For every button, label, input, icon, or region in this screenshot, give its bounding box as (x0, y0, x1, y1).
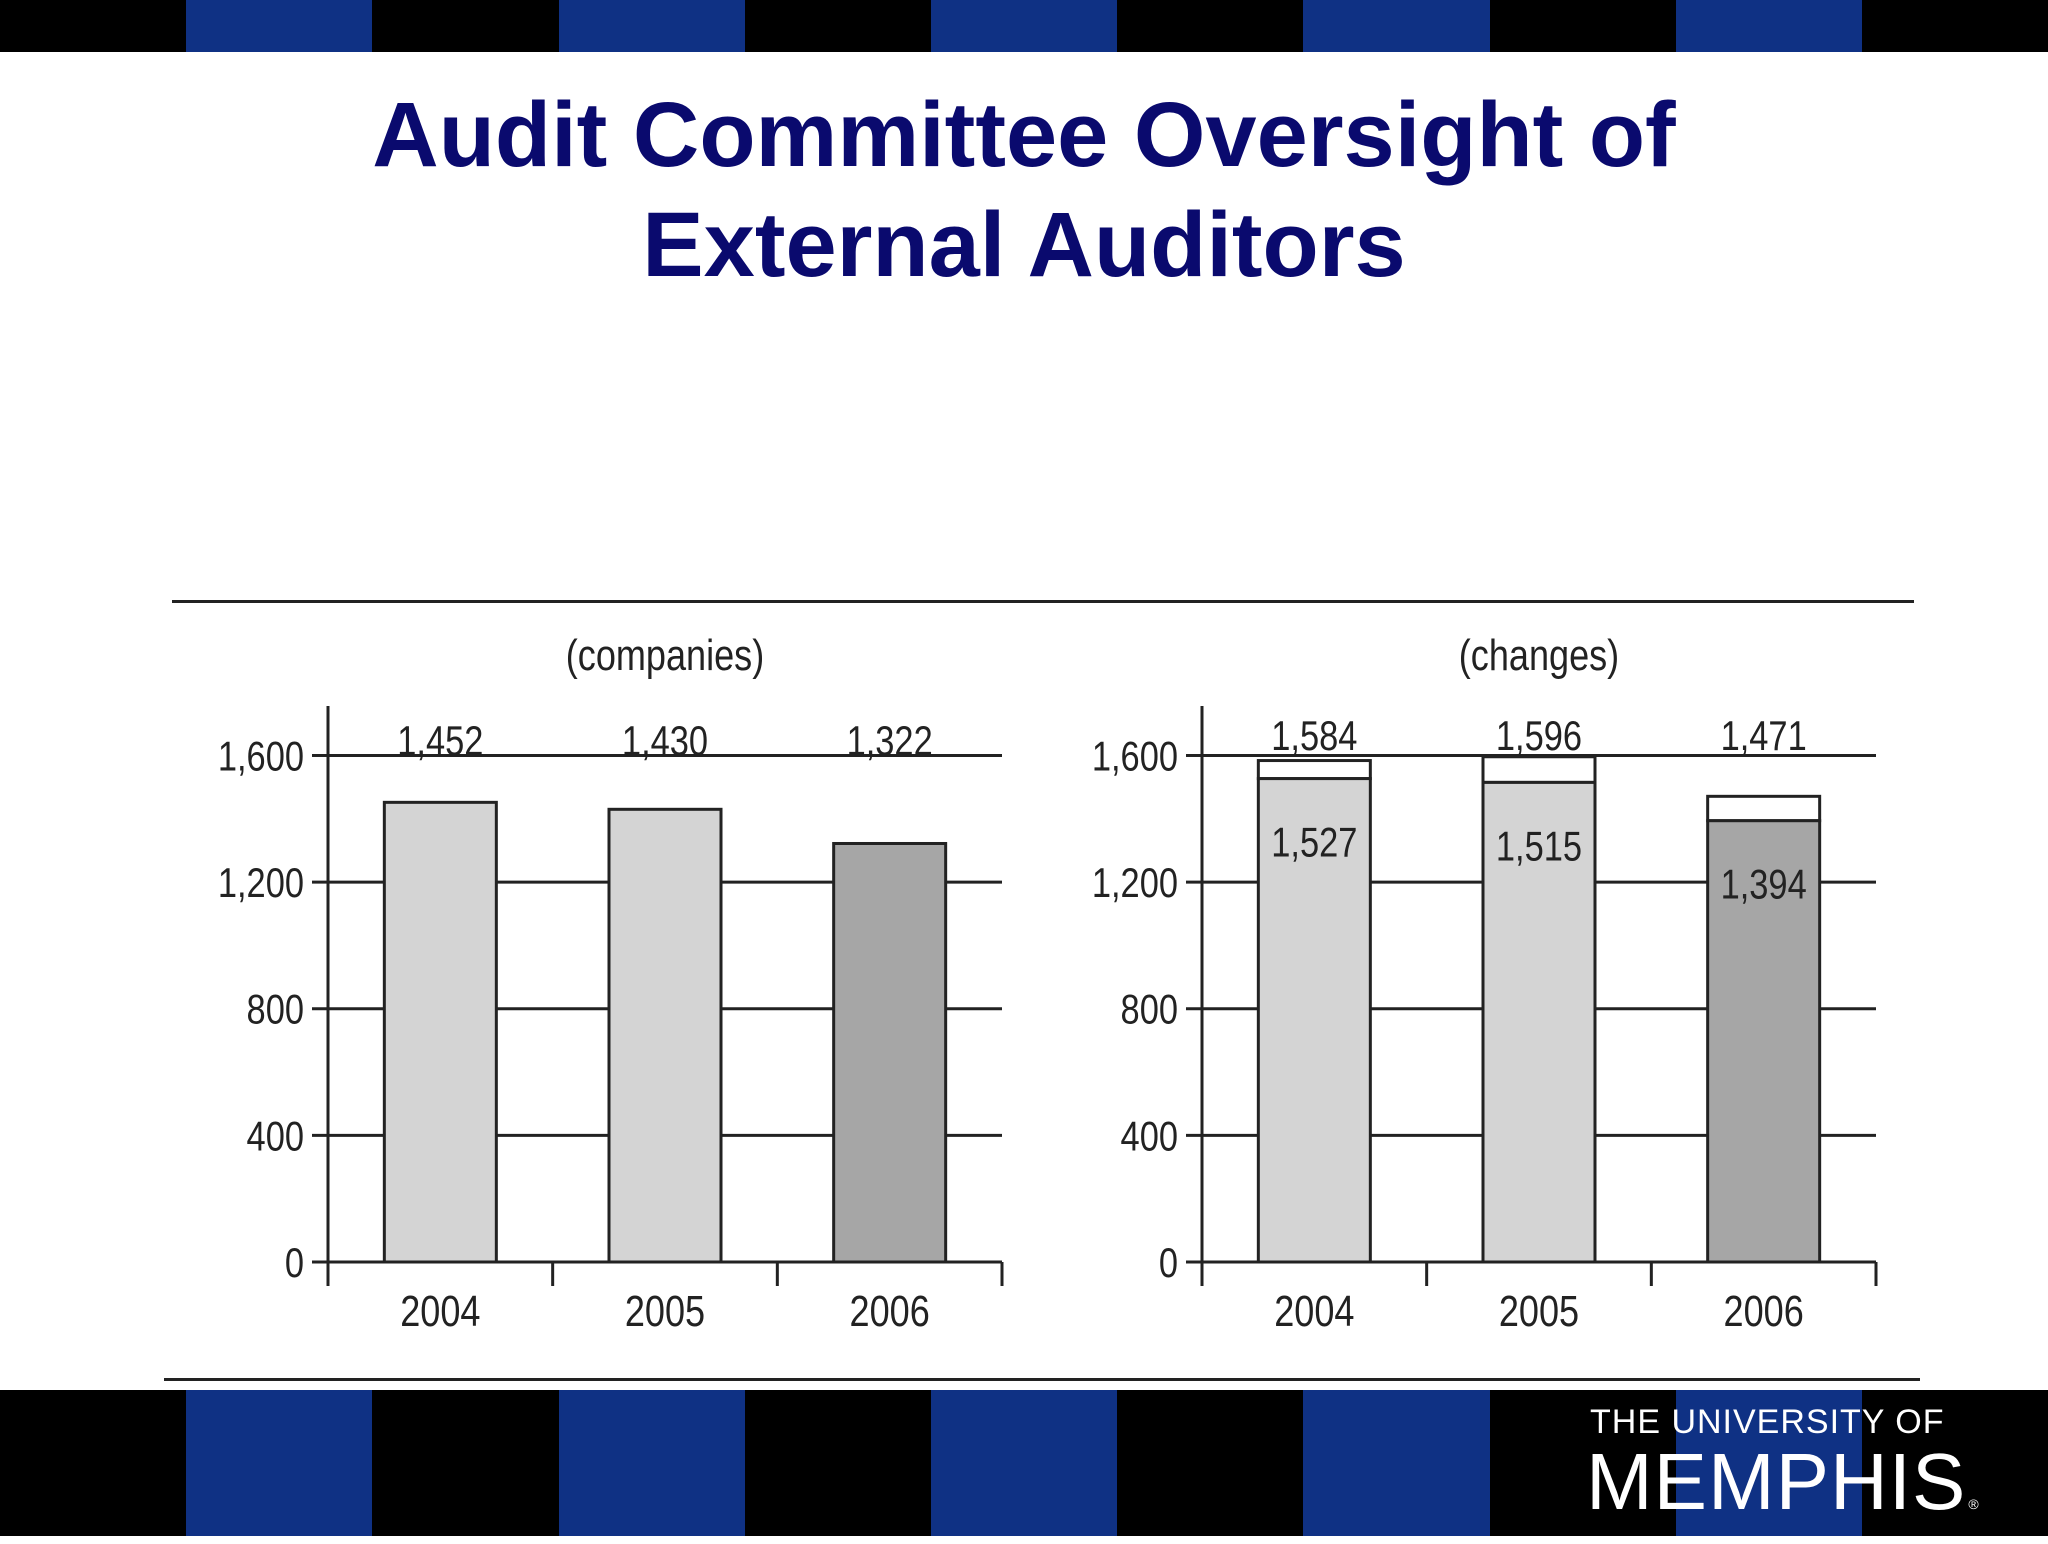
top-stripe-segment (558, 0, 745, 52)
chart-2-bar-top-segment (1481, 755, 1597, 784)
chart-2-y-tick-label: 0 (1159, 1240, 1178, 1287)
top-stripe-segment (1675, 0, 1862, 52)
chart-2-y-tick-label: 400 (1121, 1113, 1178, 1160)
chart-2-total-label: 1,596 (1496, 713, 1582, 760)
chart-1-x-tick-label: 2005 (625, 1287, 705, 1336)
chart-1-y-tick-label: 1,200 (218, 860, 304, 907)
bottom-stripe-segment (0, 1390, 187, 1536)
charts-svg: (companies) 1,452 2004 1,430 2005 1,322 2006 0 4… (218, 631, 1878, 1336)
chart-2-inner-label: 1,527 (1271, 819, 1357, 866)
chart-2-x-tick-label: 2004 (1274, 1287, 1354, 1336)
bottom-stripe-segment (1117, 1390, 1304, 1536)
slide-title-line-1: Audit Committee Oversight of (372, 84, 1676, 186)
chart-2-x-tick-label: 2006 (1724, 1287, 1804, 1336)
figure-bottom-rule (164, 1378, 1920, 1381)
logo-wordmark: MEMPHIS (1586, 1437, 1967, 1526)
chart-1-x-tick-label: 2006 (850, 1287, 930, 1336)
bottom-stripe-segment (1489, 1390, 1676, 1536)
bottom-stripe-segment (1861, 1390, 2048, 1536)
chart-1-y-tick-label: 1,600 (218, 733, 304, 780)
chart-2-inner-label: 1,394 (1721, 862, 1807, 909)
slide-title: Audit Committee Oversight of External Au… (0, 80, 2048, 300)
logo-line-2: MEMPHIS ® (1586, 1442, 1980, 1544)
chart-1-bar (382, 800, 498, 1264)
top-stripe-segment (1489, 0, 1676, 52)
bottom-stripe-segment (186, 1390, 373, 1536)
top-stripe-segment (1861, 0, 2048, 52)
chart-1-y-tick-label: 0 (285, 1240, 304, 1287)
chart-2-bar-base-segment (1706, 819, 1822, 1264)
chart-2-title: (changes) (1459, 631, 1619, 680)
chart-2-bar-top-segment (1706, 794, 1822, 823)
chart-2-y-tick-label: 800 (1121, 987, 1178, 1034)
bottom-stripe-segment (744, 1390, 931, 1536)
top-stripe-bar (0, 0, 2048, 52)
bottom-stripe-bar (0, 1390, 2048, 1536)
bottom-stripe-segment (558, 1390, 745, 1536)
chart-2-y-tick-label: 1,200 (1092, 860, 1178, 907)
bottom-stripe-segment (1303, 1390, 1490, 1536)
chart-1-y-tick-label: 400 (247, 1113, 304, 1160)
top-stripe-segment (186, 0, 373, 52)
chart-1-bar (832, 841, 948, 1264)
top-stripe-segment (1303, 0, 1490, 52)
bottom-stripe-segment (1675, 1390, 1862, 1536)
chart-2-y-tick-label: 1,600 (1092, 733, 1178, 780)
chart-1-x-tick-label: 2004 (400, 1287, 480, 1336)
top-stripe-segment (930, 0, 1118, 52)
chart-1-y-tick-label: 800 (247, 987, 304, 1034)
bottom-stripe-segment (372, 1390, 559, 1536)
chart-1-value-label: 1,322 (847, 718, 933, 765)
chart-2-bar-base-segment (1481, 780, 1597, 1264)
chart-1-bar (607, 807, 723, 1264)
chart-2-inner-label: 1,515 (1496, 823, 1582, 870)
chart-1-value-label: 1,430 (622, 718, 708, 765)
chart-1-value-label: 1,452 (397, 718, 483, 765)
slide-title-line-2: External Auditors (642, 194, 1406, 296)
university-logo: THE UNIVERSITY OF MEMPHIS ® (1576, 1402, 1979, 1522)
figure-panel: (companies) 1,452 2004 1,430 2005 1,322 2006 0 4… (152, 590, 1928, 1398)
chart-1-title: (companies) (566, 631, 764, 680)
top-stripe-segment (0, 0, 187, 52)
chart-2-total-label: 1,584 (1271, 713, 1357, 760)
logo-line-1: THE UNIVERSITY OF (1590, 1403, 1945, 1441)
chart-2-x-tick-label: 2005 (1499, 1287, 1579, 1336)
chart-2-bar-top-segment (1256, 759, 1372, 781)
top-stripe-segment (744, 0, 931, 52)
chart-2-total-label: 1,471 (1721, 713, 1807, 760)
top-stripe-segment (372, 0, 559, 52)
bottom-stripe-segment (930, 1390, 1118, 1536)
logo-registered-mark: ® (1968, 1496, 1980, 1512)
top-stripe-segment (1117, 0, 1304, 52)
figure-top-rule (172, 600, 1914, 603)
